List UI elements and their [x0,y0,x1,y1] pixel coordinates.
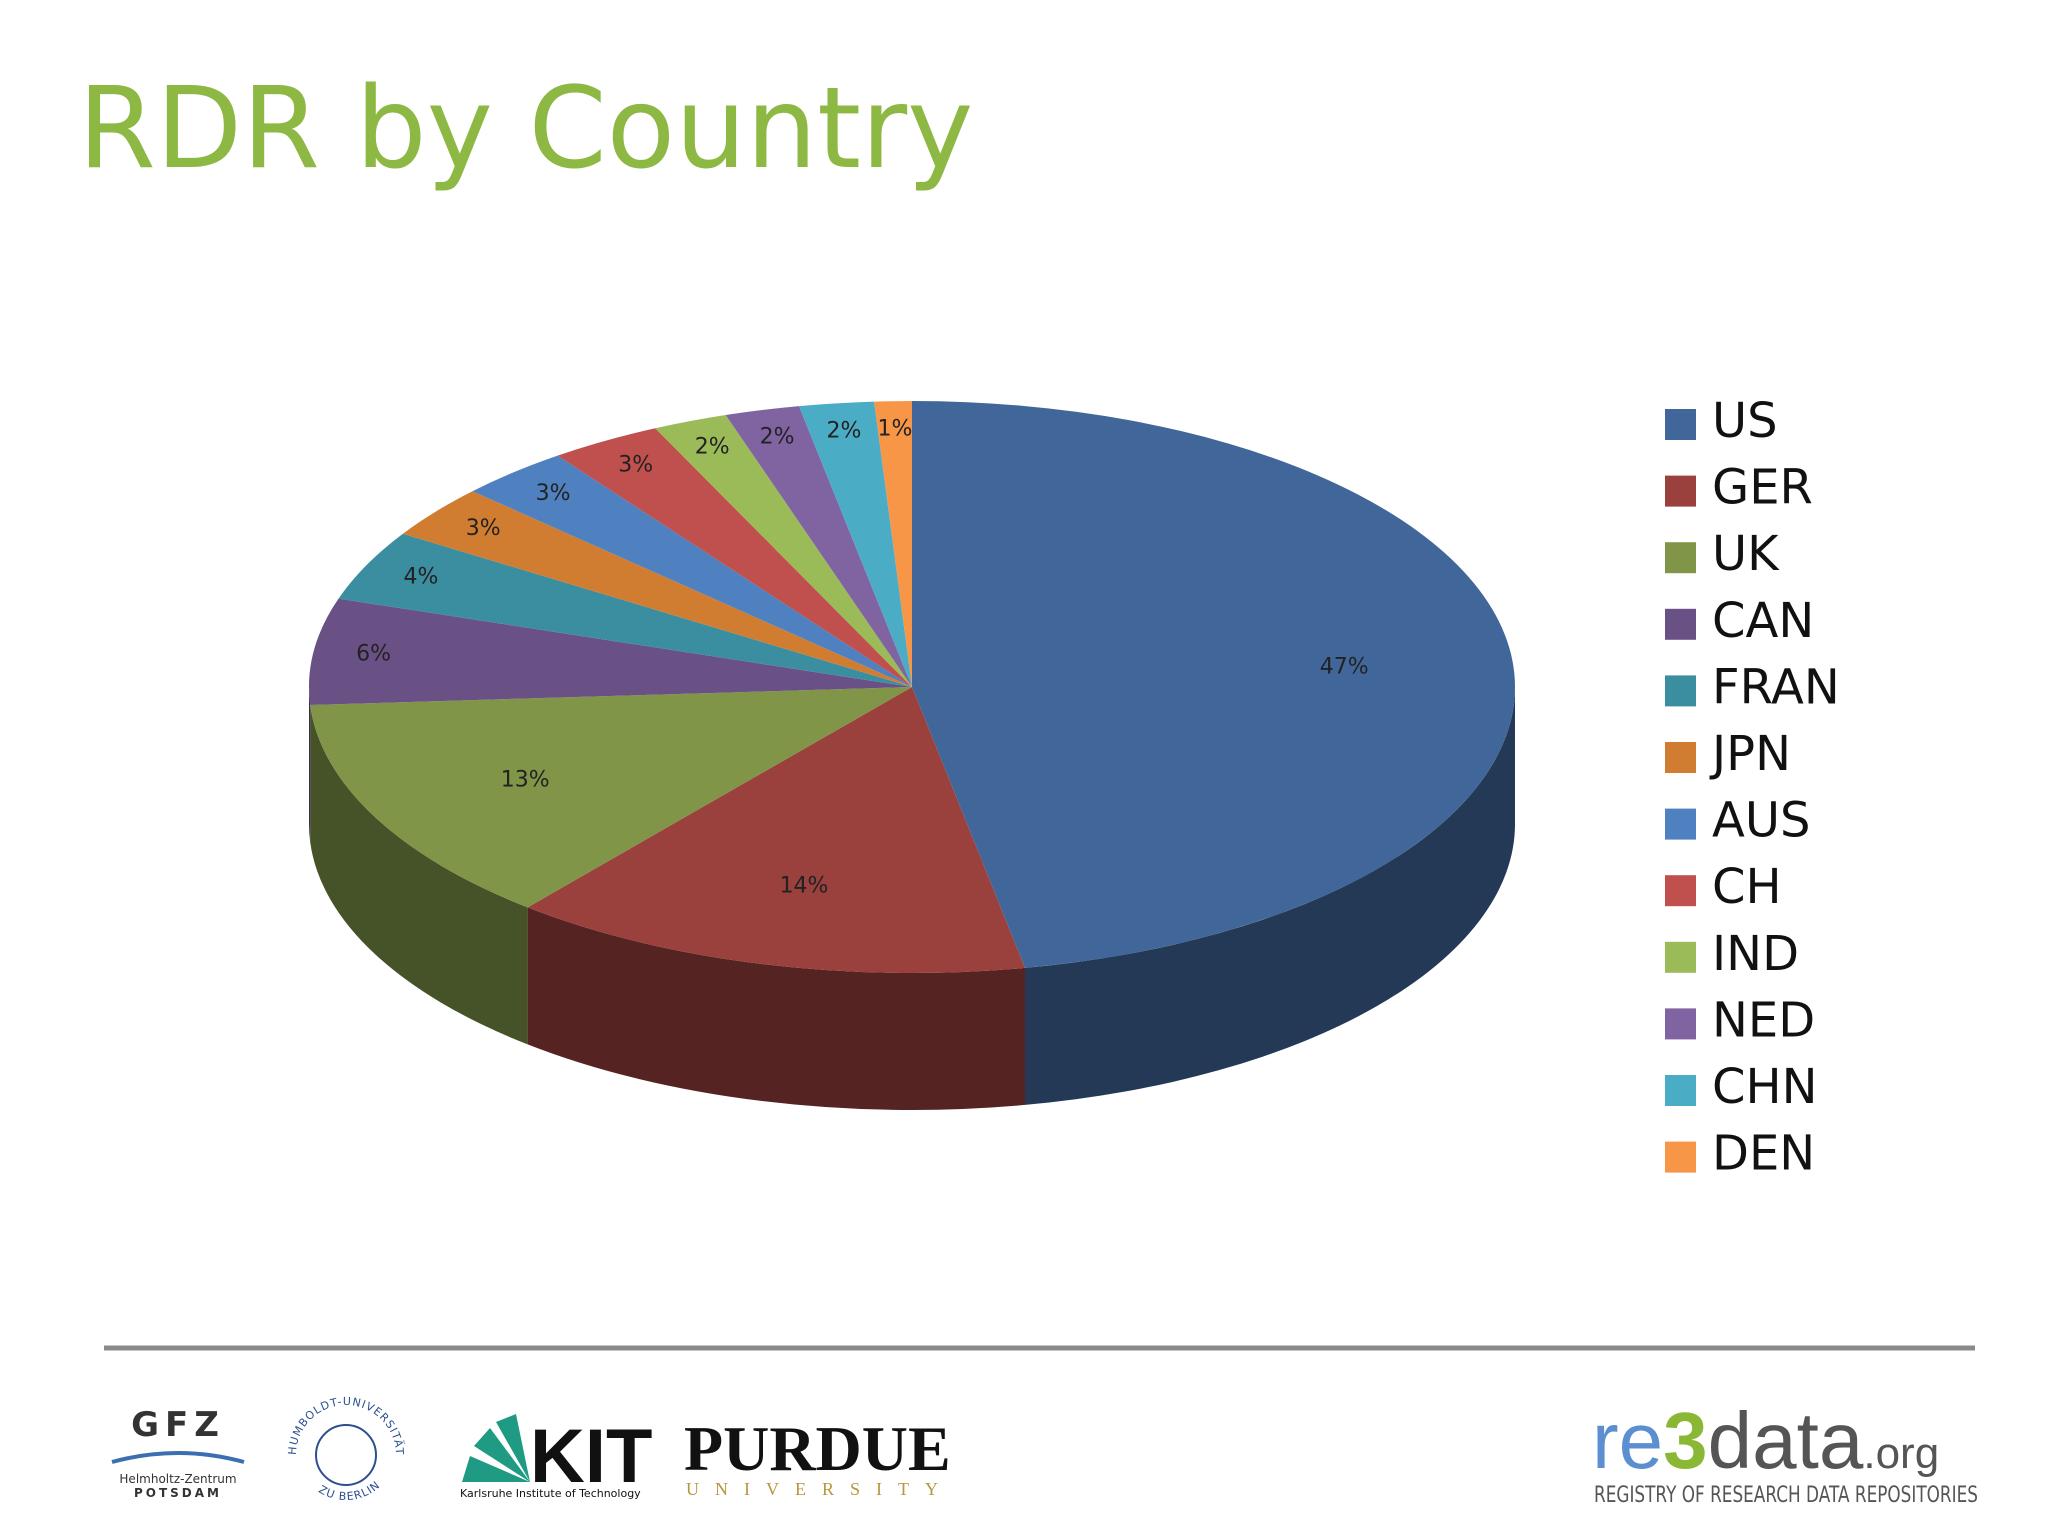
pie-slice [310,687,912,908]
legend-label: IND [1712,926,1799,982]
gfz-name: GFZ [131,1405,225,1445]
pie-slice [472,455,912,687]
data-label: 2% [695,435,730,460]
pie-slice [874,401,912,687]
humboldt-seal [315,1424,377,1486]
legend: US GER UK CAN FRAN JPN AUS CH IND NED CHN DEN [1665,393,1840,1182]
gfz-line1: Helmholtz-Zentrum [119,1472,236,1486]
chart-title: RDR by Country [78,64,973,194]
kit-name: KIT [530,1414,652,1499]
re3data-re: re [1592,1396,1663,1485]
data-label: 47% [1320,655,1369,680]
pie-slice-side [309,687,311,842]
re3data-logo: re3data.org REGISTRY OF RESEARCH DATA RE… [1592,1396,1978,1508]
re3data-3: 3 [1663,1396,1708,1485]
re3data-org: .org [1863,1429,1939,1478]
gfz-line2: POTSDAM [134,1486,222,1500]
data-label: 3% [618,452,653,477]
legend-label: DEN [1712,1126,1815,1182]
gfz-swoosh [111,1451,245,1464]
legend-label: US [1712,393,1778,449]
legend-swatch [1665,1141,1696,1173]
pie-slice [655,414,912,687]
legend-label: UK [1712,526,1780,582]
pie-slice [309,598,912,705]
pie-slice [725,406,912,687]
pie-slice [557,428,912,687]
legend-swatch [1665,409,1696,440]
pie-slice [912,401,1515,968]
data-label: 4% [403,564,438,589]
legend-label: CAN [1712,593,1814,649]
legend-label: CHN [1712,1059,1818,1115]
legend-label: GER [1712,460,1813,516]
data-label: 3% [466,516,501,541]
legend-swatch [1665,542,1696,574]
purdue-logo: PURDUE UNIVERSITY [684,1413,954,1499]
legend-swatch [1665,675,1696,707]
data-label: 3% [536,481,571,506]
re3data-name: re3data.org [1592,1396,1939,1485]
legend-label: JPN [1709,726,1791,782]
data-label: 13% [501,767,550,792]
pie-slice [527,687,1025,973]
purdue-caption: UNIVERSITY [686,1479,954,1499]
kit-logo: KIT Karlsruhe Institute of Technology [460,1414,652,1500]
pie-chart: 47% 14% 13% 6% 4% 3% 3% 3% 2% 2% 2% 1% [309,401,1515,1110]
data-label: 2% [827,419,862,444]
legend-label: CH [1712,859,1782,915]
data-label: 6% [356,642,391,667]
pie-slice-side [1024,687,1515,1105]
kit-fan [462,1414,530,1482]
data-label: 1% [878,417,913,442]
data-label: 14% [780,873,829,898]
pie-slice [799,401,912,687]
legend-label: AUS [1712,793,1810,849]
legend-swatch [1665,875,1696,907]
legend-swatch [1665,742,1696,773]
re3data-caption: REGISTRY OF RESEARCH DATA REPOSITORIES [1594,1483,1978,1508]
legend-label: NED [1712,992,1815,1048]
pie-slice [338,533,912,687]
pie-slice-side [310,704,528,1045]
legend-swatch [1665,1075,1696,1106]
legend-swatch [1665,608,1696,640]
legend-swatch [1665,941,1696,973]
legend-label: FRAN [1712,659,1840,715]
pie-slice [402,491,912,687]
pie-slice-side [527,907,1025,1110]
legend-swatch [1665,475,1696,507]
legend-swatch [1665,1008,1696,1040]
re3data-data: data [1708,1396,1864,1485]
gfz-logo: GFZ Helmholtz-Zentrum POTSDAM [111,1405,245,1500]
purdue-name: PURDUE [684,1413,951,1484]
data-label: 2% [760,425,795,450]
legend-swatch [1665,808,1696,840]
kit-caption: Karlsruhe Institute of Technology [460,1487,641,1500]
